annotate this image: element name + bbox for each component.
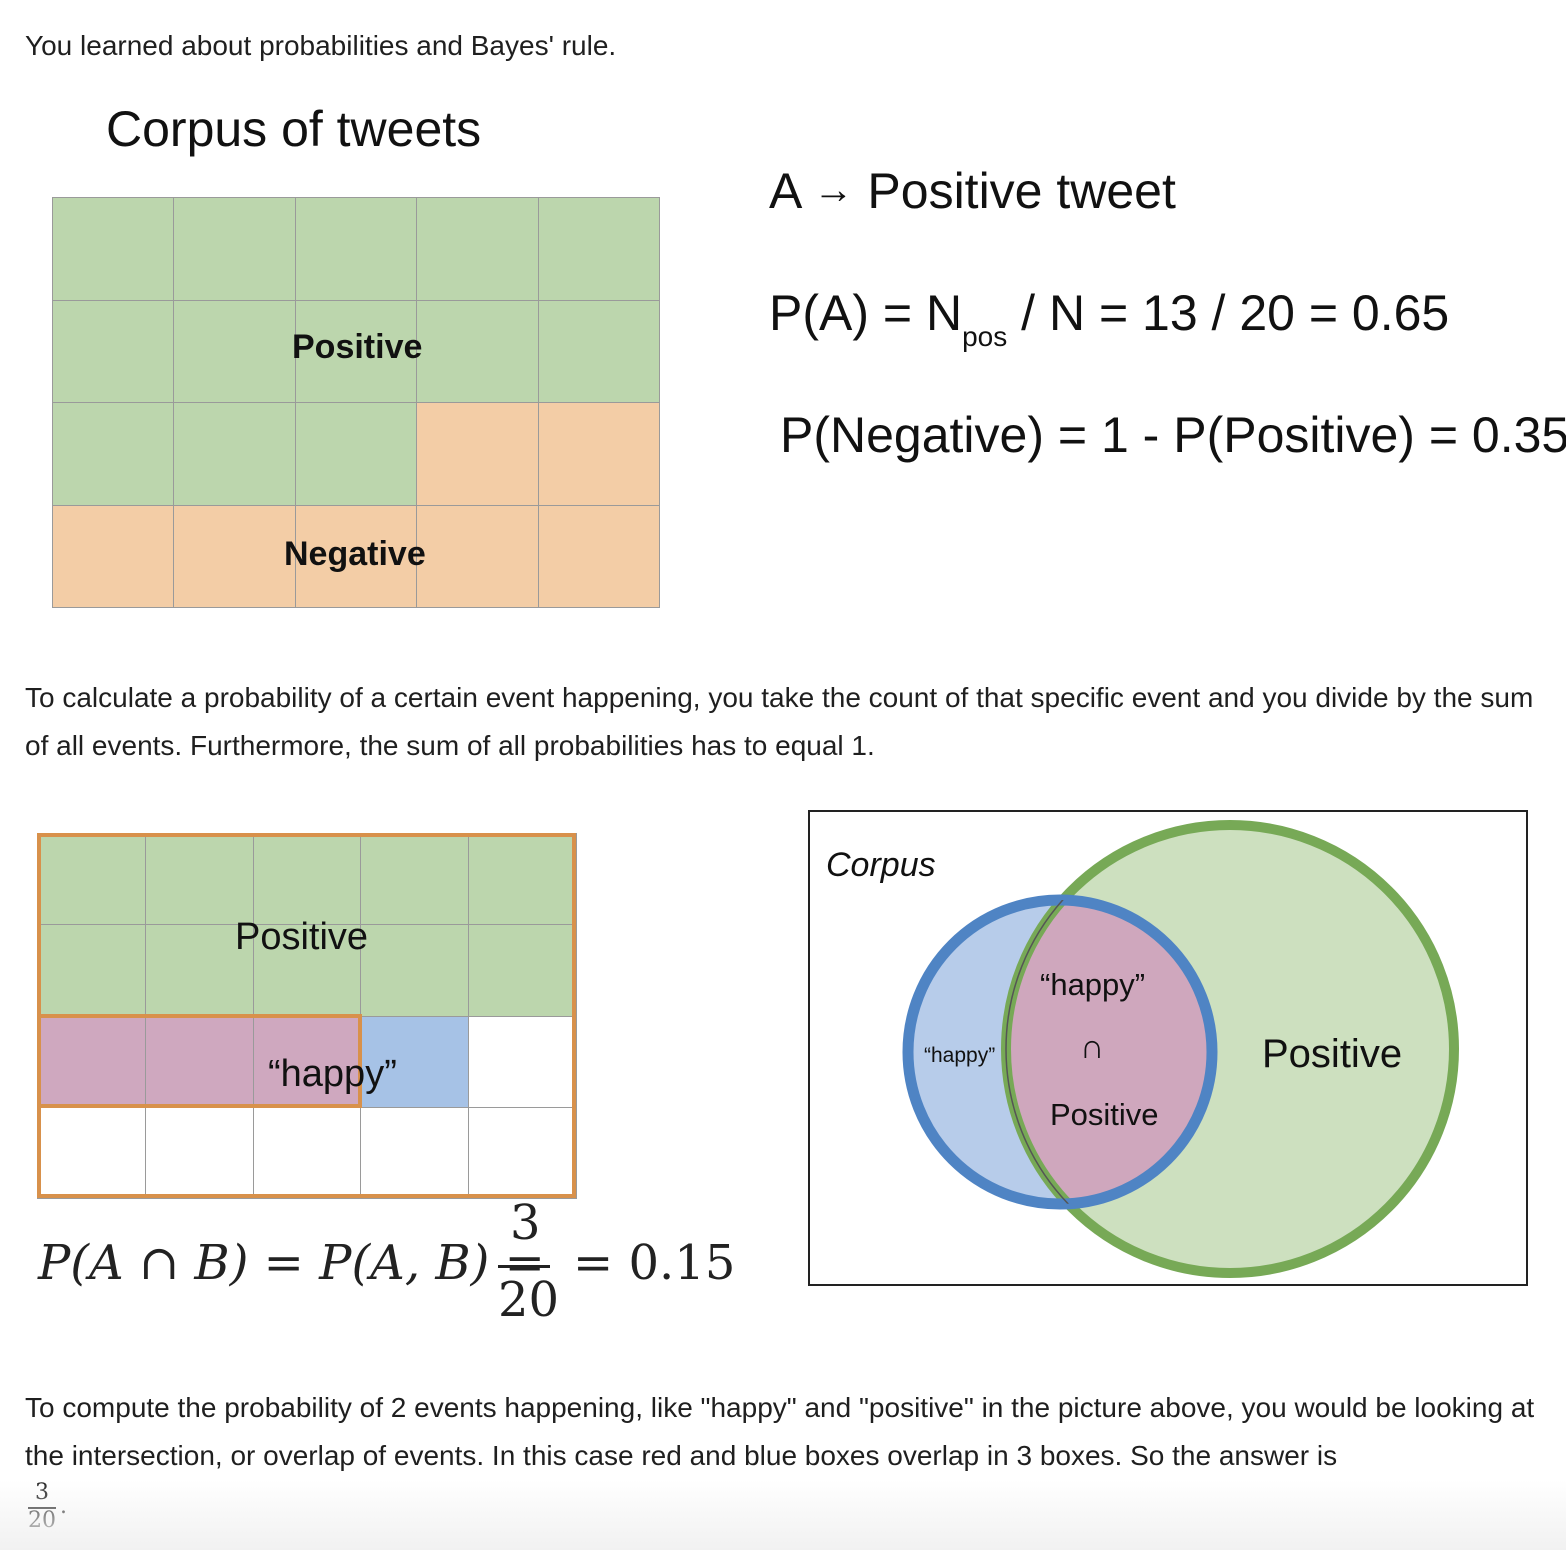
intersection-boundary <box>1005 900 1212 1204</box>
probability-negative-equation: P(Negative) = 1 - P(Positive) = 0.35 <box>780 407 1566 463</box>
grid-cell-neg <box>537 504 660 608</box>
grid-cell-pos <box>294 299 418 403</box>
happy-positive-outline <box>37 1014 362 1108</box>
venn-intersection-bottom: Positive <box>1050 1097 1159 1132</box>
paragraph-intersection-text: To compute the probability of 2 events h… <box>25 1392 1535 1471</box>
grid-cell-pos <box>468 833 577 926</box>
paragraph-probability: To calculate a probability of a certain … <box>25 682 1534 761</box>
answer-numerator: 3 <box>35 1480 49 1505</box>
grid-cell-pos <box>173 402 296 506</box>
venn-corpus-label: Corpus <box>826 846 936 884</box>
grid-cell-pos <box>360 924 470 1017</box>
venn-positive-label: Positive <box>1262 1032 1403 1076</box>
happy-circle-outline <box>902 894 1218 1210</box>
venn-happy-label: “happy” <box>924 1044 996 1067</box>
grid-cell-pos <box>144 924 254 1017</box>
grid-cell-pos <box>52 197 175 301</box>
grid-cell-pos <box>537 197 660 301</box>
grid-cell-none <box>468 1015 577 1108</box>
grid-cell-neg <box>537 402 660 506</box>
grid-cell-pos <box>173 299 296 403</box>
event-meaning: Positive tweet <box>867 163 1176 219</box>
answer-period: . <box>60 1494 67 1519</box>
grid-cell-pos <box>468 924 577 1017</box>
equation-lhs: P(A) = N <box>769 285 963 341</box>
grid-negative-label: Negative <box>284 535 426 573</box>
joint-probability-formula: P(A ∩ B) = P(A, B) = 3 20 = 0.15 <box>38 1195 758 1330</box>
venn-svg <box>902 820 1459 1278</box>
grid-cell-pos <box>252 924 362 1017</box>
grid-cell-pos <box>37 833 146 926</box>
grid-cell-neg <box>52 504 175 608</box>
grid2-happy-label: “happy” <box>268 1053 397 1095</box>
venn-intersection-top: “happy” <box>1040 967 1146 1002</box>
bottom-fade <box>0 1480 1566 1550</box>
grid-cell-pos <box>416 299 539 403</box>
answer-denominator: 20 <box>28 1508 56 1533</box>
formula-numerator: 3 <box>510 1195 541 1251</box>
formula-bar <box>498 1265 550 1268</box>
grid-cell-neg <box>416 504 539 608</box>
intro-text: You learned about probabilities and Baye… <box>25 30 617 61</box>
grid-cell-pos <box>537 299 660 403</box>
intersection-region <box>1006 900 1212 1204</box>
grid-cell-neg <box>173 504 296 608</box>
figure-intersection-grid: Positive “happy” P(A ∩ B) = P(A, B) = 3 … <box>0 820 760 1340</box>
grid-cell-none <box>37 1106 146 1199</box>
equation-rhs: / N = 13 / 20 = 0.65 <box>1021 285 1450 341</box>
grid-cell-neg <box>416 402 539 506</box>
grid-cell-none <box>468 1106 577 1199</box>
grid-cell-pos <box>173 197 296 301</box>
grid-cell-pos <box>416 197 539 301</box>
grid-cell-pos <box>294 402 418 506</box>
venn-diagram: Corpus Positive “happy” “happy” ∩ Positi… <box>808 810 1528 1286</box>
grid2-positive-label: Positive <box>235 916 369 958</box>
formula-lhs: P(A ∩ B) = P(A, B) = <box>38 1235 545 1291</box>
event-definition: A → Positive tweet <box>769 162 1176 220</box>
equation-subscript: pos <box>962 321 1008 352</box>
grid-cell-none <box>252 1106 362 1199</box>
probability-positive-equation: P(A) = Npos / N = 13 / 20 = 0.65 <box>769 284 1450 352</box>
answer-fraction: 3 20 . <box>28 1480 88 1536</box>
figure-title: Corpus of tweets <box>106 101 482 157</box>
intersection-icon: ∩ <box>1080 1028 1105 1066</box>
grid-cell-pos <box>252 833 362 926</box>
grid-positive-label: Positive <box>292 328 423 366</box>
grid-cell-none <box>144 1106 254 1199</box>
formula-denominator: 20 <box>498 1272 560 1328</box>
event-symbol: A <box>769 163 800 219</box>
corpus-grid <box>52 197 660 608</box>
figure-corpus-of-tweets: Corpus of tweets Positive Negative A → P… <box>0 90 1566 620</box>
formula-rhs: = 0.15 <box>573 1235 736 1291</box>
grid-cell-neg <box>294 504 418 608</box>
grid-cell-pos <box>52 299 175 403</box>
grid-cell-pos <box>52 402 175 506</box>
paragraph-intersection: To compute the probability of 2 events h… <box>25 1384 1555 1480</box>
intersection-grid <box>37 833 577 1199</box>
arrow-icon: → <box>813 168 854 212</box>
grid-cell-none <box>360 1106 470 1199</box>
grid-cell-pos <box>294 197 418 301</box>
